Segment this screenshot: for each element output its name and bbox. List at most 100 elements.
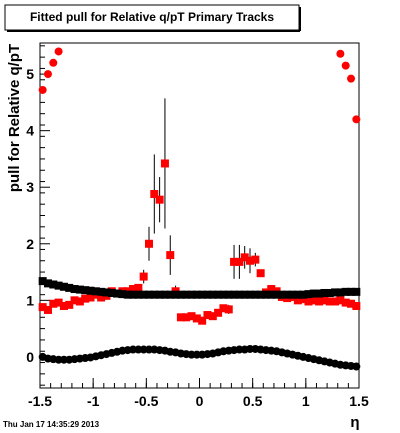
data-point bbox=[347, 74, 356, 83]
data-point bbox=[81, 286, 90, 295]
data-point bbox=[293, 296, 302, 305]
data-point bbox=[97, 293, 106, 302]
data-point bbox=[123, 290, 132, 299]
data-point bbox=[219, 304, 228, 313]
data-point bbox=[160, 290, 169, 299]
data-point bbox=[70, 285, 79, 294]
series-3 bbox=[38, 47, 361, 124]
data-point bbox=[214, 290, 223, 299]
data-point bbox=[347, 287, 356, 296]
data-point bbox=[240, 253, 249, 262]
data-point bbox=[118, 290, 127, 299]
data-point bbox=[187, 290, 196, 299]
data-point bbox=[75, 285, 84, 294]
x-tick-label: -1.5 bbox=[28, 393, 52, 409]
data-point bbox=[235, 290, 244, 299]
data-point bbox=[203, 311, 212, 320]
data-point bbox=[251, 255, 260, 264]
data-point bbox=[86, 286, 95, 295]
data-point bbox=[341, 61, 350, 70]
data-marks bbox=[38, 47, 361, 371]
data-point bbox=[182, 313, 191, 322]
data-point bbox=[139, 272, 148, 281]
data-point bbox=[336, 288, 345, 297]
data-point bbox=[192, 290, 201, 299]
y-tick-label: 4 bbox=[26, 123, 34, 139]
data-point bbox=[107, 288, 116, 297]
data-point bbox=[54, 298, 63, 307]
data-point bbox=[230, 257, 239, 266]
data-point bbox=[198, 316, 207, 325]
data-point bbox=[261, 290, 270, 299]
data-point bbox=[182, 290, 191, 299]
data-point bbox=[134, 283, 143, 292]
data-point bbox=[150, 290, 159, 299]
data-point bbox=[150, 190, 159, 199]
data-point bbox=[341, 287, 350, 296]
y-tick-label: 0 bbox=[26, 349, 34, 365]
data-point bbox=[139, 290, 148, 299]
y-tick-label: 3 bbox=[26, 179, 34, 195]
data-point bbox=[299, 290, 308, 299]
data-point bbox=[293, 290, 302, 299]
data-point bbox=[160, 159, 169, 168]
data-point bbox=[86, 293, 95, 302]
data-point bbox=[235, 257, 244, 266]
y-tick-label: 1 bbox=[26, 292, 34, 308]
data-point bbox=[144, 239, 153, 248]
data-point bbox=[38, 85, 47, 94]
data-point bbox=[155, 195, 164, 204]
data-point bbox=[272, 290, 281, 299]
data-point bbox=[309, 296, 318, 305]
data-point bbox=[331, 288, 340, 297]
data-point bbox=[65, 300, 74, 309]
data-point bbox=[214, 308, 223, 317]
data-point bbox=[325, 288, 334, 297]
data-point bbox=[54, 47, 63, 56]
data-point bbox=[113, 289, 122, 298]
data-point bbox=[75, 297, 84, 306]
data-point bbox=[43, 305, 52, 314]
data-point bbox=[320, 296, 329, 305]
data-point bbox=[38, 277, 47, 286]
data-point bbox=[49, 299, 58, 308]
data-point bbox=[267, 290, 276, 299]
data-point bbox=[129, 285, 138, 294]
data-point bbox=[256, 269, 265, 278]
data-point bbox=[352, 301, 361, 310]
data-point bbox=[283, 290, 292, 299]
data-point bbox=[347, 299, 356, 308]
data-point bbox=[208, 312, 217, 321]
data-point bbox=[288, 290, 297, 299]
data-point bbox=[176, 313, 185, 322]
data-point bbox=[352, 287, 361, 296]
x-tick-label: 1.5 bbox=[349, 393, 369, 409]
data-point bbox=[352, 115, 361, 124]
data-point bbox=[198, 290, 207, 299]
x-axis-label: η bbox=[350, 414, 359, 431]
tick-labels: -1.5 -1 -0.5 0 0.5 1 1.5 0 1 2 3 4 5 bbox=[26, 66, 369, 409]
data-point bbox=[325, 297, 334, 306]
data-point bbox=[65, 283, 74, 292]
data-point bbox=[336, 49, 345, 58]
data-point bbox=[70, 296, 79, 305]
data-point bbox=[256, 290, 265, 299]
y-tick-label: 5 bbox=[26, 66, 34, 82]
data-point bbox=[219, 290, 228, 299]
data-point bbox=[155, 290, 164, 299]
data-point bbox=[224, 305, 233, 314]
x-tick-label: 0.5 bbox=[243, 393, 263, 409]
data-point bbox=[49, 58, 58, 67]
data-point bbox=[144, 290, 153, 299]
data-point bbox=[91, 287, 100, 296]
data-point bbox=[81, 294, 90, 303]
data-point bbox=[176, 290, 185, 299]
y-tick-label: 2 bbox=[26, 236, 34, 252]
x-tick-label: -1 bbox=[87, 393, 100, 409]
series-2 bbox=[38, 344, 361, 371]
data-point bbox=[246, 256, 255, 265]
data-point bbox=[43, 70, 52, 79]
data-point bbox=[320, 288, 329, 297]
data-point bbox=[315, 297, 324, 306]
x-tick-label: -0.5 bbox=[134, 393, 158, 409]
